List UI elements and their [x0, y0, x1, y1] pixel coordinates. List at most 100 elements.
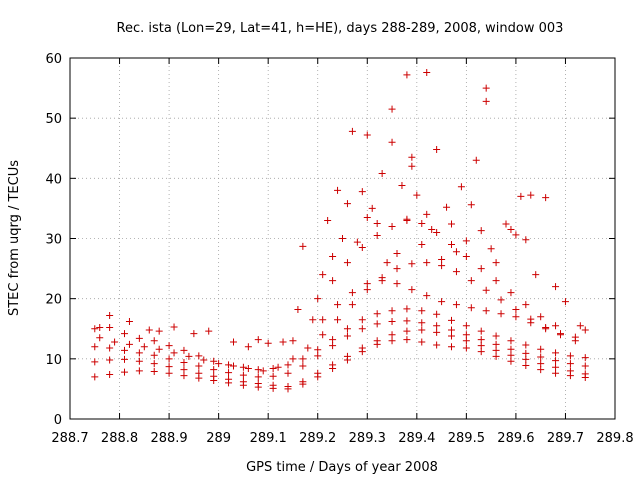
data-point: [106, 356, 114, 364]
data-point: [542, 194, 550, 202]
x-tick-label: 289: [206, 431, 231, 446]
data-point: [388, 318, 396, 326]
data-point: [363, 286, 371, 294]
data-point: [527, 319, 535, 327]
data-point: [467, 304, 475, 312]
data-point: [259, 367, 267, 375]
y-axis-label: STEC from uqrg / TECUs: [7, 160, 22, 316]
y-tick-label: 40: [45, 172, 62, 187]
x-tick-label: 288.7: [51, 431, 88, 446]
data-point: [329, 364, 337, 372]
data-point: [299, 242, 307, 250]
data-point: [91, 343, 99, 351]
data-point: [448, 326, 455, 334]
data-point: [522, 236, 530, 244]
data-point: [343, 332, 351, 340]
data-point: [433, 310, 441, 318]
data-point: [571, 333, 579, 341]
data-point: [418, 241, 426, 249]
data-point: [121, 368, 128, 376]
data-point: [111, 338, 119, 346]
data-point: [433, 145, 441, 153]
x-tick-label: 289.1: [250, 431, 287, 446]
data-point: [477, 348, 485, 356]
data-point: [477, 336, 485, 344]
data-point: [343, 259, 351, 267]
data-point: [552, 349, 560, 357]
data-point: [497, 296, 505, 304]
data-points: [91, 68, 589, 393]
data-point: [522, 355, 530, 363]
data-point: [537, 345, 545, 353]
data-point: [438, 262, 446, 270]
data-point: [433, 228, 441, 236]
data-point: [358, 348, 366, 356]
data-point: [522, 301, 530, 309]
data-point: [91, 358, 99, 366]
data-point: [358, 325, 366, 333]
data-point: [254, 383, 262, 391]
data-point: [334, 186, 342, 194]
data-point: [378, 170, 386, 178]
data-point: [492, 346, 500, 354]
data-point: [185, 352, 193, 360]
data-point: [195, 374, 203, 382]
data-point: [145, 326, 153, 334]
data-point: [418, 338, 426, 346]
data-point: [487, 245, 495, 253]
data-point: [299, 355, 307, 363]
data-point: [96, 324, 104, 332]
data-point: [537, 366, 545, 374]
data-point: [289, 355, 297, 363]
data-point: [507, 351, 515, 359]
data-point: [125, 340, 133, 348]
data-point: [408, 260, 416, 268]
y-tick-label: 60: [45, 52, 62, 67]
data-point: [244, 364, 252, 372]
data-point: [552, 357, 560, 365]
data-point: [244, 343, 252, 351]
data-point: [135, 367, 143, 375]
data-point: [180, 366, 188, 374]
data-point: [423, 68, 431, 76]
data-point: [121, 346, 128, 354]
data-point: [507, 289, 515, 297]
data-point: [299, 362, 307, 370]
data-point: [254, 373, 262, 381]
data-point: [507, 337, 515, 345]
data-point: [363, 213, 371, 221]
data-point: [314, 373, 322, 381]
data-point: [527, 191, 535, 199]
data-point: [522, 349, 530, 357]
data-point: [264, 339, 272, 347]
data-point: [581, 373, 589, 381]
data-point: [537, 313, 545, 321]
x-tick-label: 289.7: [547, 431, 584, 446]
data-point: [121, 355, 128, 363]
data-point: [542, 325, 550, 333]
y-tick-label: 10: [45, 353, 62, 368]
data-point: [284, 385, 292, 393]
data-point: [334, 316, 342, 324]
data-point: [289, 337, 297, 345]
data-point: [537, 360, 545, 368]
data-point: [150, 337, 158, 345]
data-point: [512, 231, 520, 239]
data-point: [329, 277, 337, 285]
data-point: [239, 363, 247, 371]
data-point: [507, 345, 515, 353]
data-point: [254, 336, 262, 344]
data-point: [239, 371, 247, 379]
data-point: [403, 305, 411, 313]
data-point: [581, 326, 589, 334]
data-point: [433, 341, 441, 349]
data-point: [358, 316, 366, 324]
data-point: [343, 325, 351, 333]
data-point: [319, 331, 327, 339]
data-point: [150, 351, 158, 359]
data-point: [284, 361, 292, 369]
data-point: [348, 301, 356, 309]
data-point: [230, 362, 237, 370]
data-point: [452, 248, 460, 256]
